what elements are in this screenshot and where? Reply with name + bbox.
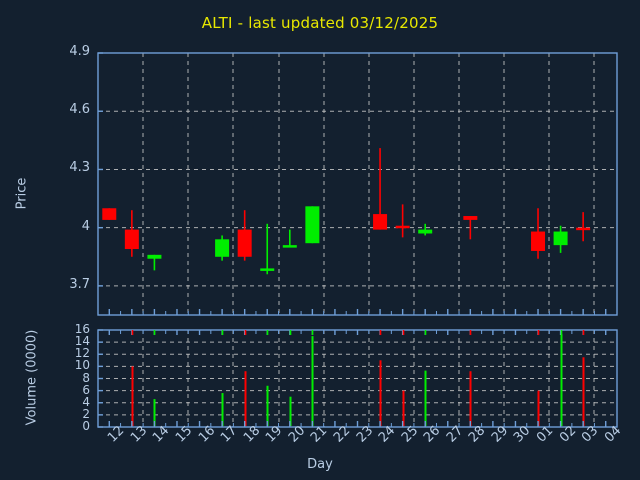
candle-body — [215, 239, 230, 257]
price-ytick-label: 3.7 — [69, 276, 90, 292]
candle-body — [373, 214, 388, 230]
price-ytick-label: 4 — [81, 218, 90, 234]
candle-body — [102, 208, 117, 220]
volume-ytick-label: 12 — [74, 346, 90, 361]
volume-ytick-label: 4 — [82, 394, 90, 409]
candle-body — [553, 231, 568, 246]
chart-title: ALTI - last updated 03/12/2025 — [201, 14, 439, 32]
day-axis-label: Day — [307, 457, 333, 472]
price-ytick-label: 4.9 — [69, 44, 90, 59]
candle-body — [531, 231, 546, 251]
candle-body — [395, 225, 410, 229]
candle-body — [463, 216, 478, 220]
volume-ytick-label: 6 — [82, 382, 90, 397]
volume-ytick-label: 2 — [82, 406, 90, 421]
price-ytick-label: 4.6 — [69, 102, 90, 118]
candle-body — [124, 229, 139, 250]
candle-body — [305, 206, 320, 244]
candle-body — [576, 227, 591, 231]
candle-body — [237, 229, 252, 257]
candle-body — [282, 245, 297, 248]
volume-ytick-label: 0 — [82, 419, 90, 433]
volume-ytick-label: 8 — [82, 370, 90, 385]
volume-ytick-label: 14 — [74, 334, 90, 349]
candle-body — [418, 229, 433, 234]
candle-body — [147, 254, 162, 259]
volume-ytick-label: 16 — [74, 322, 90, 336]
volume-ytick-label: 10 — [74, 358, 90, 373]
price-panel-frame — [97, 52, 618, 316]
price-ytick-label: 4.3 — [69, 160, 90, 176]
candle-body — [260, 268, 275, 271]
